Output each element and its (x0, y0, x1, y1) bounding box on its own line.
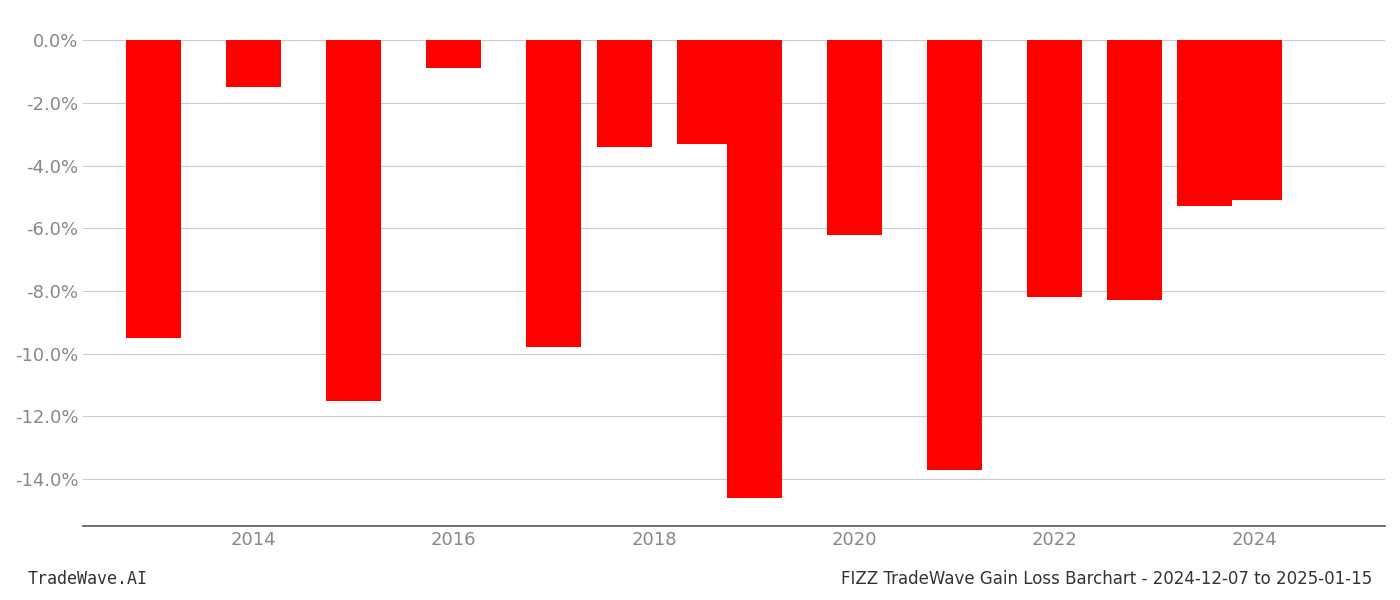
Bar (596, 40, 651, 147)
Bar (426, 40, 482, 68)
Bar (827, 40, 882, 235)
Bar (727, 40, 781, 498)
Bar (1177, 40, 1232, 206)
Bar (1228, 40, 1282, 200)
Bar (676, 40, 732, 143)
Text: FIZZ TradeWave Gain Loss Barchart - 2024-12-07 to 2025-01-15: FIZZ TradeWave Gain Loss Barchart - 2024… (841, 570, 1372, 588)
Bar (225, 40, 281, 87)
Bar (126, 40, 181, 338)
Bar (1107, 40, 1162, 301)
Bar (326, 40, 381, 401)
Bar (1028, 40, 1082, 297)
Bar (927, 40, 981, 470)
Bar (526, 40, 581, 347)
Text: TradeWave.AI: TradeWave.AI (28, 570, 148, 588)
